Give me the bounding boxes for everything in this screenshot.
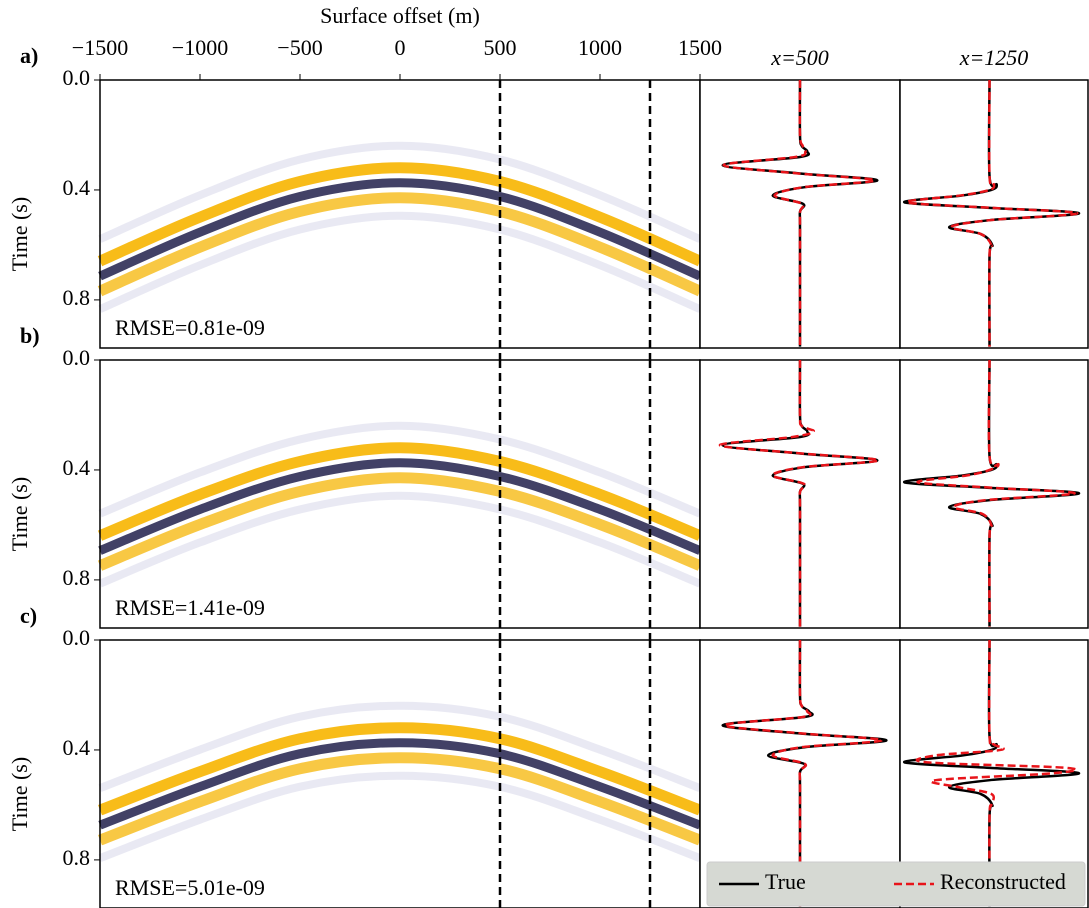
plot-background: [899, 79, 1089, 349]
y-tick-label: 0.0: [63, 345, 91, 370]
x-tick-label: 500: [484, 35, 517, 60]
y-axis-title: Time (s): [7, 197, 32, 271]
legend-label: True: [765, 869, 806, 894]
y-axis-title: Time (s): [7, 477, 32, 551]
trace-line: [916, 359, 1076, 627]
wavefront-band: [97, 472, 703, 571]
y-tick-label: 0.0: [63, 625, 91, 650]
wavefront-band: [98, 141, 702, 243]
y-axis-title: Time (s): [7, 757, 32, 831]
y-tick-label: 0.4: [63, 455, 91, 480]
plot-background: [899, 359, 1089, 629]
y-tick-label: 0.8: [63, 285, 91, 310]
y-tick-label: 0.4: [63, 175, 91, 200]
panel-title: x=1250: [959, 45, 1029, 70]
y-tick-label: 0.0: [63, 65, 91, 90]
wavefront-band: [98, 752, 702, 846]
panel-label: b): [20, 323, 40, 348]
annotation: RMSE=1.41e-09: [115, 595, 265, 620]
wavefront-band: [98, 771, 702, 862]
panel-title: x=500: [770, 45, 829, 70]
wavefront-band: [97, 162, 703, 267]
trace-line: [721, 639, 888, 907]
trace-line: [722, 79, 876, 347]
wavefront-band: [98, 701, 702, 792]
annotation: RMSE=0.81e-09: [115, 315, 265, 340]
x-tick-label: 0: [395, 35, 406, 60]
wavefront: [98, 458, 702, 555]
wavefront-band: [97, 192, 703, 297]
x-tick-label: 1500: [678, 35, 722, 60]
wavefront-band: [98, 491, 702, 588]
x-tick-label: −500: [277, 35, 322, 60]
wavefront-band: [98, 421, 702, 518]
trace-line: [905, 79, 1079, 347]
wavefront-band: [98, 722, 702, 816]
wavefront: [98, 738, 702, 830]
annotation: RMSE=5.01e-09: [115, 875, 265, 900]
wavefront: [98, 178, 702, 281]
x-tick-label: −1000: [172, 35, 228, 60]
y-tick-label: 0.8: [63, 565, 91, 590]
y-tick-label: 0.4: [63, 735, 91, 760]
panel-label: a): [20, 43, 38, 68]
trace-line: [718, 359, 880, 627]
wavefront-band: [97, 442, 703, 541]
x-axis-title: Surface offset (m): [320, 3, 480, 28]
trace-line: [915, 639, 1078, 907]
legend-label: Reconstructed: [940, 869, 1066, 894]
y-tick-label: 0.8: [63, 845, 91, 870]
wavefront-band: [98, 211, 702, 313]
panel-label: c): [20, 603, 37, 628]
x-tick-label: 1000: [578, 35, 622, 60]
x-tick-label: −1500: [72, 35, 128, 60]
